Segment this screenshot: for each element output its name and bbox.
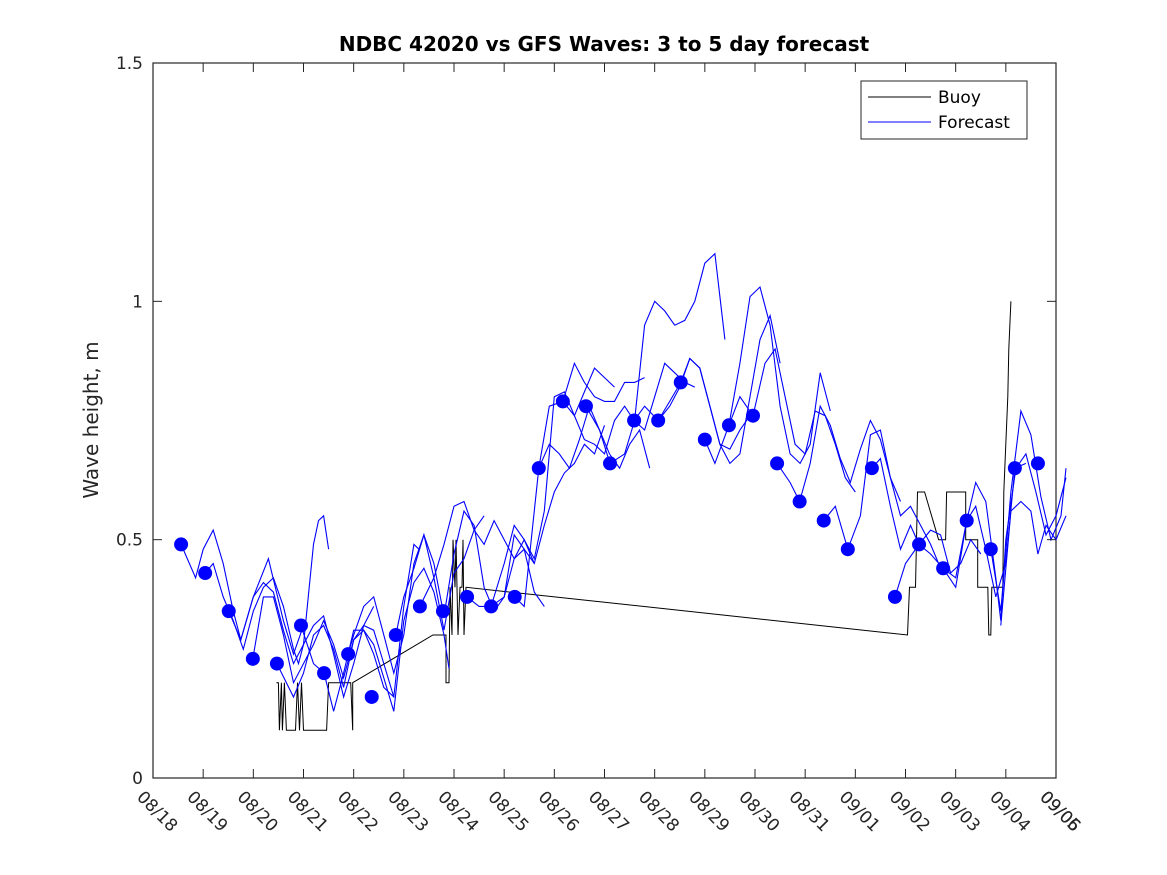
forecast-start-point: [245, 651, 260, 666]
y-tick-label: 1: [132, 292, 143, 312]
forecast-start-point: [293, 618, 308, 633]
forecast-start-point: [341, 647, 356, 662]
forecast-start-point: [936, 561, 951, 576]
legend-forecast-label: Forecast: [938, 113, 1010, 133]
forecast-start-point: [792, 494, 807, 509]
forecast-start-point: [959, 513, 974, 528]
x-tick-label: 08/22: [333, 787, 382, 836]
forecast-start-point: [745, 408, 760, 423]
forecast-start-point: [317, 666, 332, 681]
forecast-start-point: [721, 418, 736, 433]
forecast-line: [300, 567, 450, 712]
forecast-start-point: [770, 456, 785, 471]
forecast-line: [871, 457, 982, 575]
x-tick-label: 09/04: [985, 787, 1034, 836]
x-tick-label: 09/03: [935, 787, 984, 836]
x-tick-label: 08/24: [433, 787, 482, 836]
forecast-start-point: [1030, 456, 1045, 471]
x-tick-label: 08/28: [634, 787, 683, 836]
forecast-start-point: [887, 589, 902, 604]
forecast-start-point: [651, 413, 666, 428]
forecast-start-point: [507, 589, 522, 604]
forecast-start-point: [221, 604, 236, 619]
x-tick-label: 08/25: [484, 787, 533, 836]
forecast-start-point: [816, 513, 831, 528]
x-tick-label: 08/30: [734, 787, 783, 836]
forecast-start-point: [1007, 461, 1022, 476]
forecast-start-point: [174, 537, 189, 552]
x-tick-label: 08/23: [383, 787, 432, 836]
axes-box: [152, 62, 1057, 779]
x-tick-label: 08/26: [534, 787, 583, 836]
forecast-line: [562, 362, 696, 455]
forecast-line: [1000, 500, 1067, 626]
forecast-line: [180, 528, 305, 656]
forecast-line: [252, 596, 395, 698]
forecast-line: [990, 408, 1067, 612]
forecast-start-point: [460, 589, 475, 604]
y-tick-label: 0.5: [116, 531, 143, 551]
y-axis-label: Wave height, m: [79, 341, 103, 498]
forecast-start-point: [435, 604, 450, 619]
forecast-start-point: [531, 461, 546, 476]
forecast-start-point: [388, 628, 403, 642]
forecast-start-point: [912, 537, 927, 552]
buoy-series: [276, 301, 1012, 731]
x-tick-label: 09/02: [885, 787, 934, 836]
plot-area: [152, 62, 1067, 779]
forecast-start-point: [364, 689, 379, 704]
y-axis: 0 0.5 1 1.5: [116, 54, 1056, 789]
forecast-line: [823, 429, 942, 569]
legend-box: [860, 80, 1028, 140]
x-tick-label: 08/21: [283, 787, 332, 836]
forecast-start-dots: [174, 375, 1045, 704]
forecast-start-point: [555, 394, 570, 409]
forecast-start-point: [697, 432, 712, 447]
forecast-start-point: [412, 599, 427, 614]
forecast-start-point: [269, 656, 284, 671]
forecast-start-point: [673, 375, 688, 390]
x-tick-label: 09/01: [835, 787, 884, 836]
legend: Buoy Forecast: [860, 80, 1028, 140]
forecast-start-point: [603, 456, 618, 471]
y-tick-label: 0: [132, 769, 143, 789]
forecast-line: [490, 367, 615, 607]
forecast-start-point: [840, 542, 855, 557]
forecast-start-point: [198, 566, 213, 581]
x-tick-label: 08/29: [684, 787, 733, 836]
forecast-line: [347, 515, 485, 676]
forecast-start-point: [983, 542, 998, 557]
forecast-start-point: [627, 413, 642, 428]
forecast-start-point: [864, 461, 879, 476]
x-tick-label: 08/31: [785, 787, 834, 836]
forecast-line: [538, 404, 651, 470]
legend-buoy-label: Buoy: [938, 88, 981, 108]
x-tick-label: 08/18: [132, 787, 181, 836]
forecast-line: [395, 509, 535, 636]
y-tick-label: 1.5: [116, 54, 143, 74]
x-tick-label: 08/27: [584, 787, 633, 836]
x-tick-label: 08/19: [183, 787, 232, 836]
forecast-start-point: [578, 399, 593, 414]
buoy-line: [276, 301, 1012, 731]
x-tick-label: 09/06: [1035, 787, 1084, 836]
forecast-start-point: [484, 599, 499, 614]
forecast-line: [228, 581, 375, 700]
chart-title: NDBC 42020 vs GFS Waves: 3 to 5 day fore…: [339, 32, 870, 56]
x-tick-label: 08/20: [233, 787, 282, 836]
